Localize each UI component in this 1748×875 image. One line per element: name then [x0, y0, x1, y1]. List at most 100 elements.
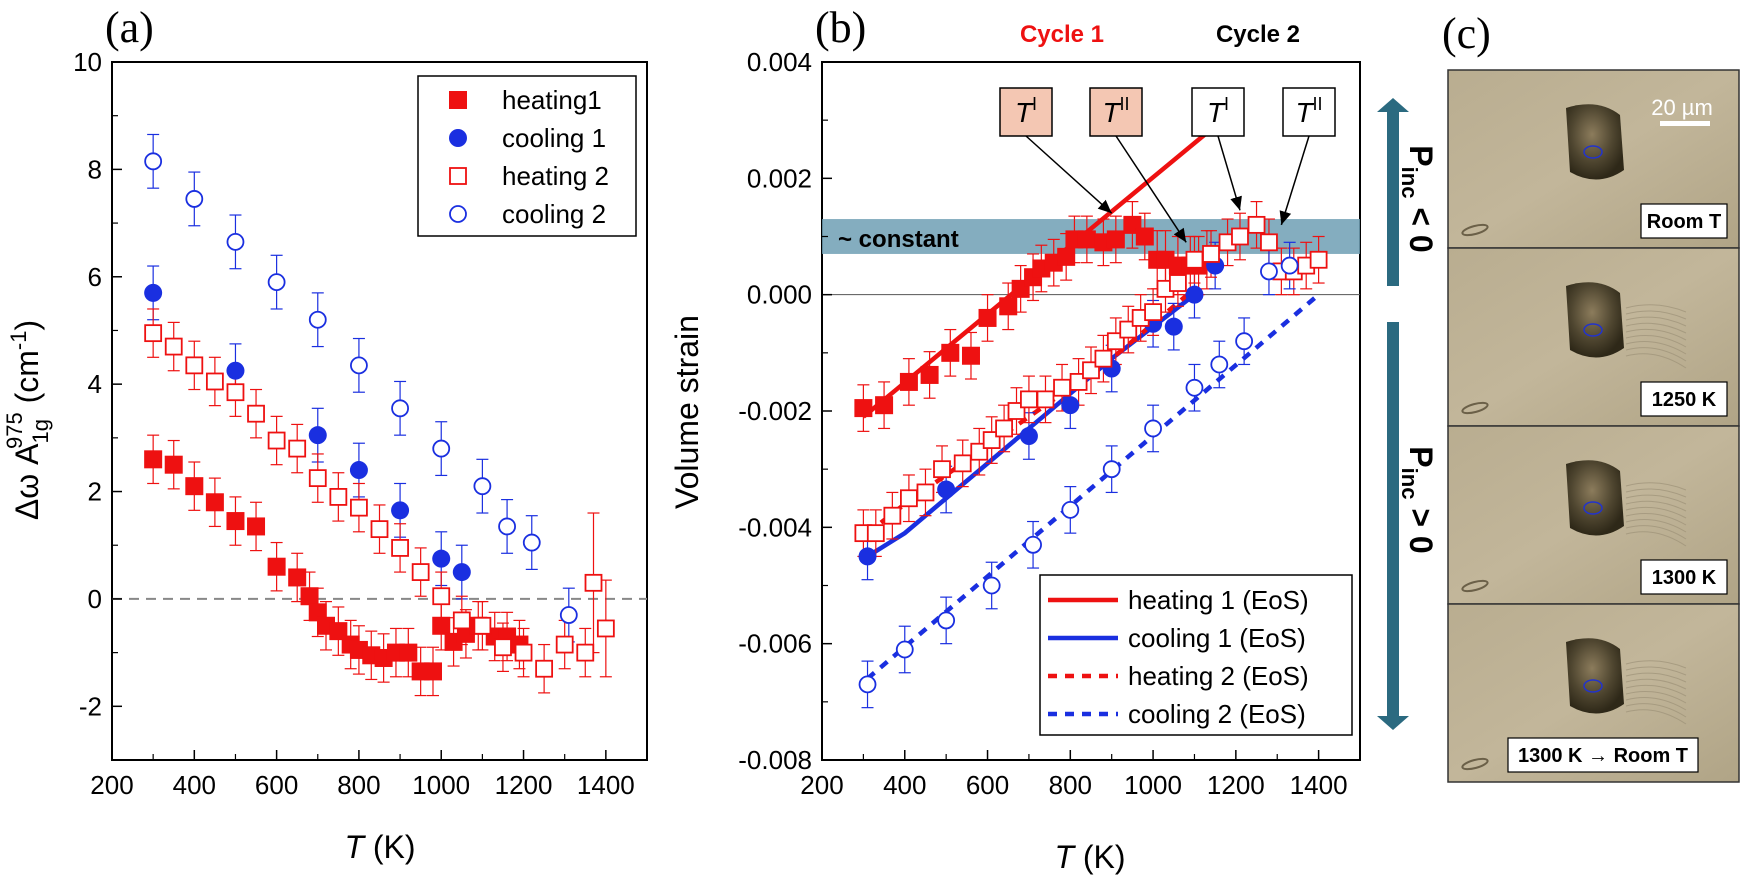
- legend-label: heating 1 (EoS): [1128, 585, 1309, 615]
- data-point: [1210, 355, 1229, 374]
- data-point: [411, 563, 430, 581]
- x-tick-label: 400: [173, 770, 216, 800]
- y-tick-label: 0.000: [747, 280, 812, 310]
- y-tick-label: 4: [88, 369, 102, 399]
- x-tick-label: 1400: [1290, 770, 1348, 800]
- data-point: [205, 372, 224, 391]
- panel-b-ylabel: Volume strain: [669, 315, 705, 509]
- data-point: [1309, 250, 1328, 269]
- particle: [1461, 757, 1489, 771]
- annotation-arrow: [1279, 135, 1310, 226]
- data-point: [522, 533, 541, 552]
- data-point: [226, 361, 245, 380]
- data-point: [916, 483, 935, 502]
- data-point: [144, 450, 163, 469]
- data-point: [494, 638, 512, 657]
- pinc-negative-label: Pinc < 0: [1397, 145, 1439, 252]
- data-point: [144, 283, 163, 302]
- cycle-1-label: Cycle 1: [1020, 21, 1104, 48]
- micrograph-frame: 1300 K: [1447, 425, 1740, 605]
- panel-a-legend: heating1 cooling 1 heating 2 cooling 2: [417, 75, 637, 237]
- data-point: [185, 477, 204, 496]
- data-point: [1024, 535, 1042, 554]
- data-point: [432, 439, 451, 458]
- data-point: [144, 324, 163, 343]
- pinc-positive-label: Pinc > 0: [1397, 446, 1439, 553]
- data-point: [1061, 396, 1080, 415]
- frame-caption-box: [1507, 737, 1699, 773]
- annotation-label: TI: [1015, 94, 1037, 128]
- legend-label: cooling 1 (EoS): [1128, 623, 1306, 653]
- data-point: [498, 517, 516, 536]
- panel-a-axes: 200 400 600 800 1000 1200 1400 -2 0 2 4 6 8 10: [73, 47, 635, 800]
- data-point: [899, 372, 918, 391]
- data-point: [473, 477, 492, 496]
- panel-b-label: (b): [815, 3, 866, 52]
- data-point: [1106, 230, 1125, 249]
- frame-caption: 1250 K: [1652, 389, 1717, 411]
- data-point: [1057, 247, 1076, 266]
- y-tick-label: 6: [88, 262, 102, 292]
- data-point: [858, 547, 877, 566]
- data-point: [473, 616, 492, 635]
- crystal: [1566, 460, 1624, 536]
- annotation-arrow: [1025, 135, 1113, 214]
- x-tick-label: 400: [883, 770, 926, 800]
- data-point: [937, 480, 956, 499]
- data-point: [350, 498, 368, 517]
- annotation-TII: TII: [1279, 87, 1336, 226]
- particle: [1461, 401, 1489, 415]
- data-point: [185, 356, 204, 375]
- y-tick-label: -0.002: [738, 396, 812, 426]
- x-tick-label: 800: [337, 770, 380, 800]
- data-point: [247, 404, 265, 423]
- data-point: [1135, 227, 1154, 246]
- annotation-TII: TII: [1089, 87, 1187, 243]
- data-point: [267, 557, 286, 576]
- panel-a-label: (a): [105, 3, 154, 52]
- data-point: [226, 232, 245, 251]
- frame-caption-box: [1640, 203, 1728, 239]
- data-point: [1185, 378, 1204, 397]
- frame-caption: 1300 K → Room T: [1518, 745, 1688, 767]
- data-point: [349, 461, 368, 480]
- data-point: [452, 611, 471, 630]
- data-point: [432, 549, 451, 568]
- legend-label: cooling 2 (EoS): [1128, 699, 1306, 729]
- cycle-2-label: Cycle 2: [1216, 21, 1300, 48]
- data-point: [1077, 230, 1096, 249]
- data-point: [205, 493, 224, 512]
- x-tick-label: 600: [966, 770, 1009, 800]
- data-point: [164, 455, 183, 474]
- legend-label: heating1: [502, 85, 602, 115]
- data-point: [555, 635, 574, 654]
- annotation-TI: TI: [999, 87, 1113, 214]
- data-point: [995, 419, 1013, 438]
- data-point: [226, 383, 245, 402]
- data-point: [1019, 427, 1038, 446]
- panel-c-label: (c): [1442, 9, 1491, 58]
- data-point: [391, 539, 409, 557]
- panel-b-legend: heating 1 (EoS) cooling 1 (EoS) heating 2 …: [1039, 574, 1353, 736]
- legend-label: heating 2 (EoS): [1128, 661, 1309, 691]
- data-point: [576, 643, 595, 662]
- legend-label: heating 2: [502, 161, 609, 191]
- legend-label: cooling 1: [502, 123, 606, 153]
- data-point: [937, 611, 956, 630]
- data-point: [1202, 245, 1220, 263]
- data-point: [883, 506, 902, 525]
- micrograph-frame: 1250 K: [1447, 247, 1740, 427]
- data-point: [432, 587, 451, 606]
- y-tick-label: -0.004: [738, 512, 812, 542]
- data-point: [900, 489, 918, 508]
- x-tick-label: 1200: [1207, 770, 1265, 800]
- panel-b-axes: 200 400 600 800 1000 1200 1400 -0.008 -0.006 -0.0…: [738, 47, 1347, 800]
- annotation-label: TII: [1295, 94, 1322, 128]
- data-point: [329, 488, 348, 506]
- x-tick-label: 1000: [412, 770, 470, 800]
- panel-a: (a) 200 400 600 800 1000 1200 1400 -2 0 2 4 6 8 10 T …: [2, 3, 648, 865]
- data-point: [961, 346, 980, 365]
- data-point: [854, 399, 873, 418]
- x-tick-label: 600: [255, 770, 298, 800]
- data-point: [1280, 256, 1299, 275]
